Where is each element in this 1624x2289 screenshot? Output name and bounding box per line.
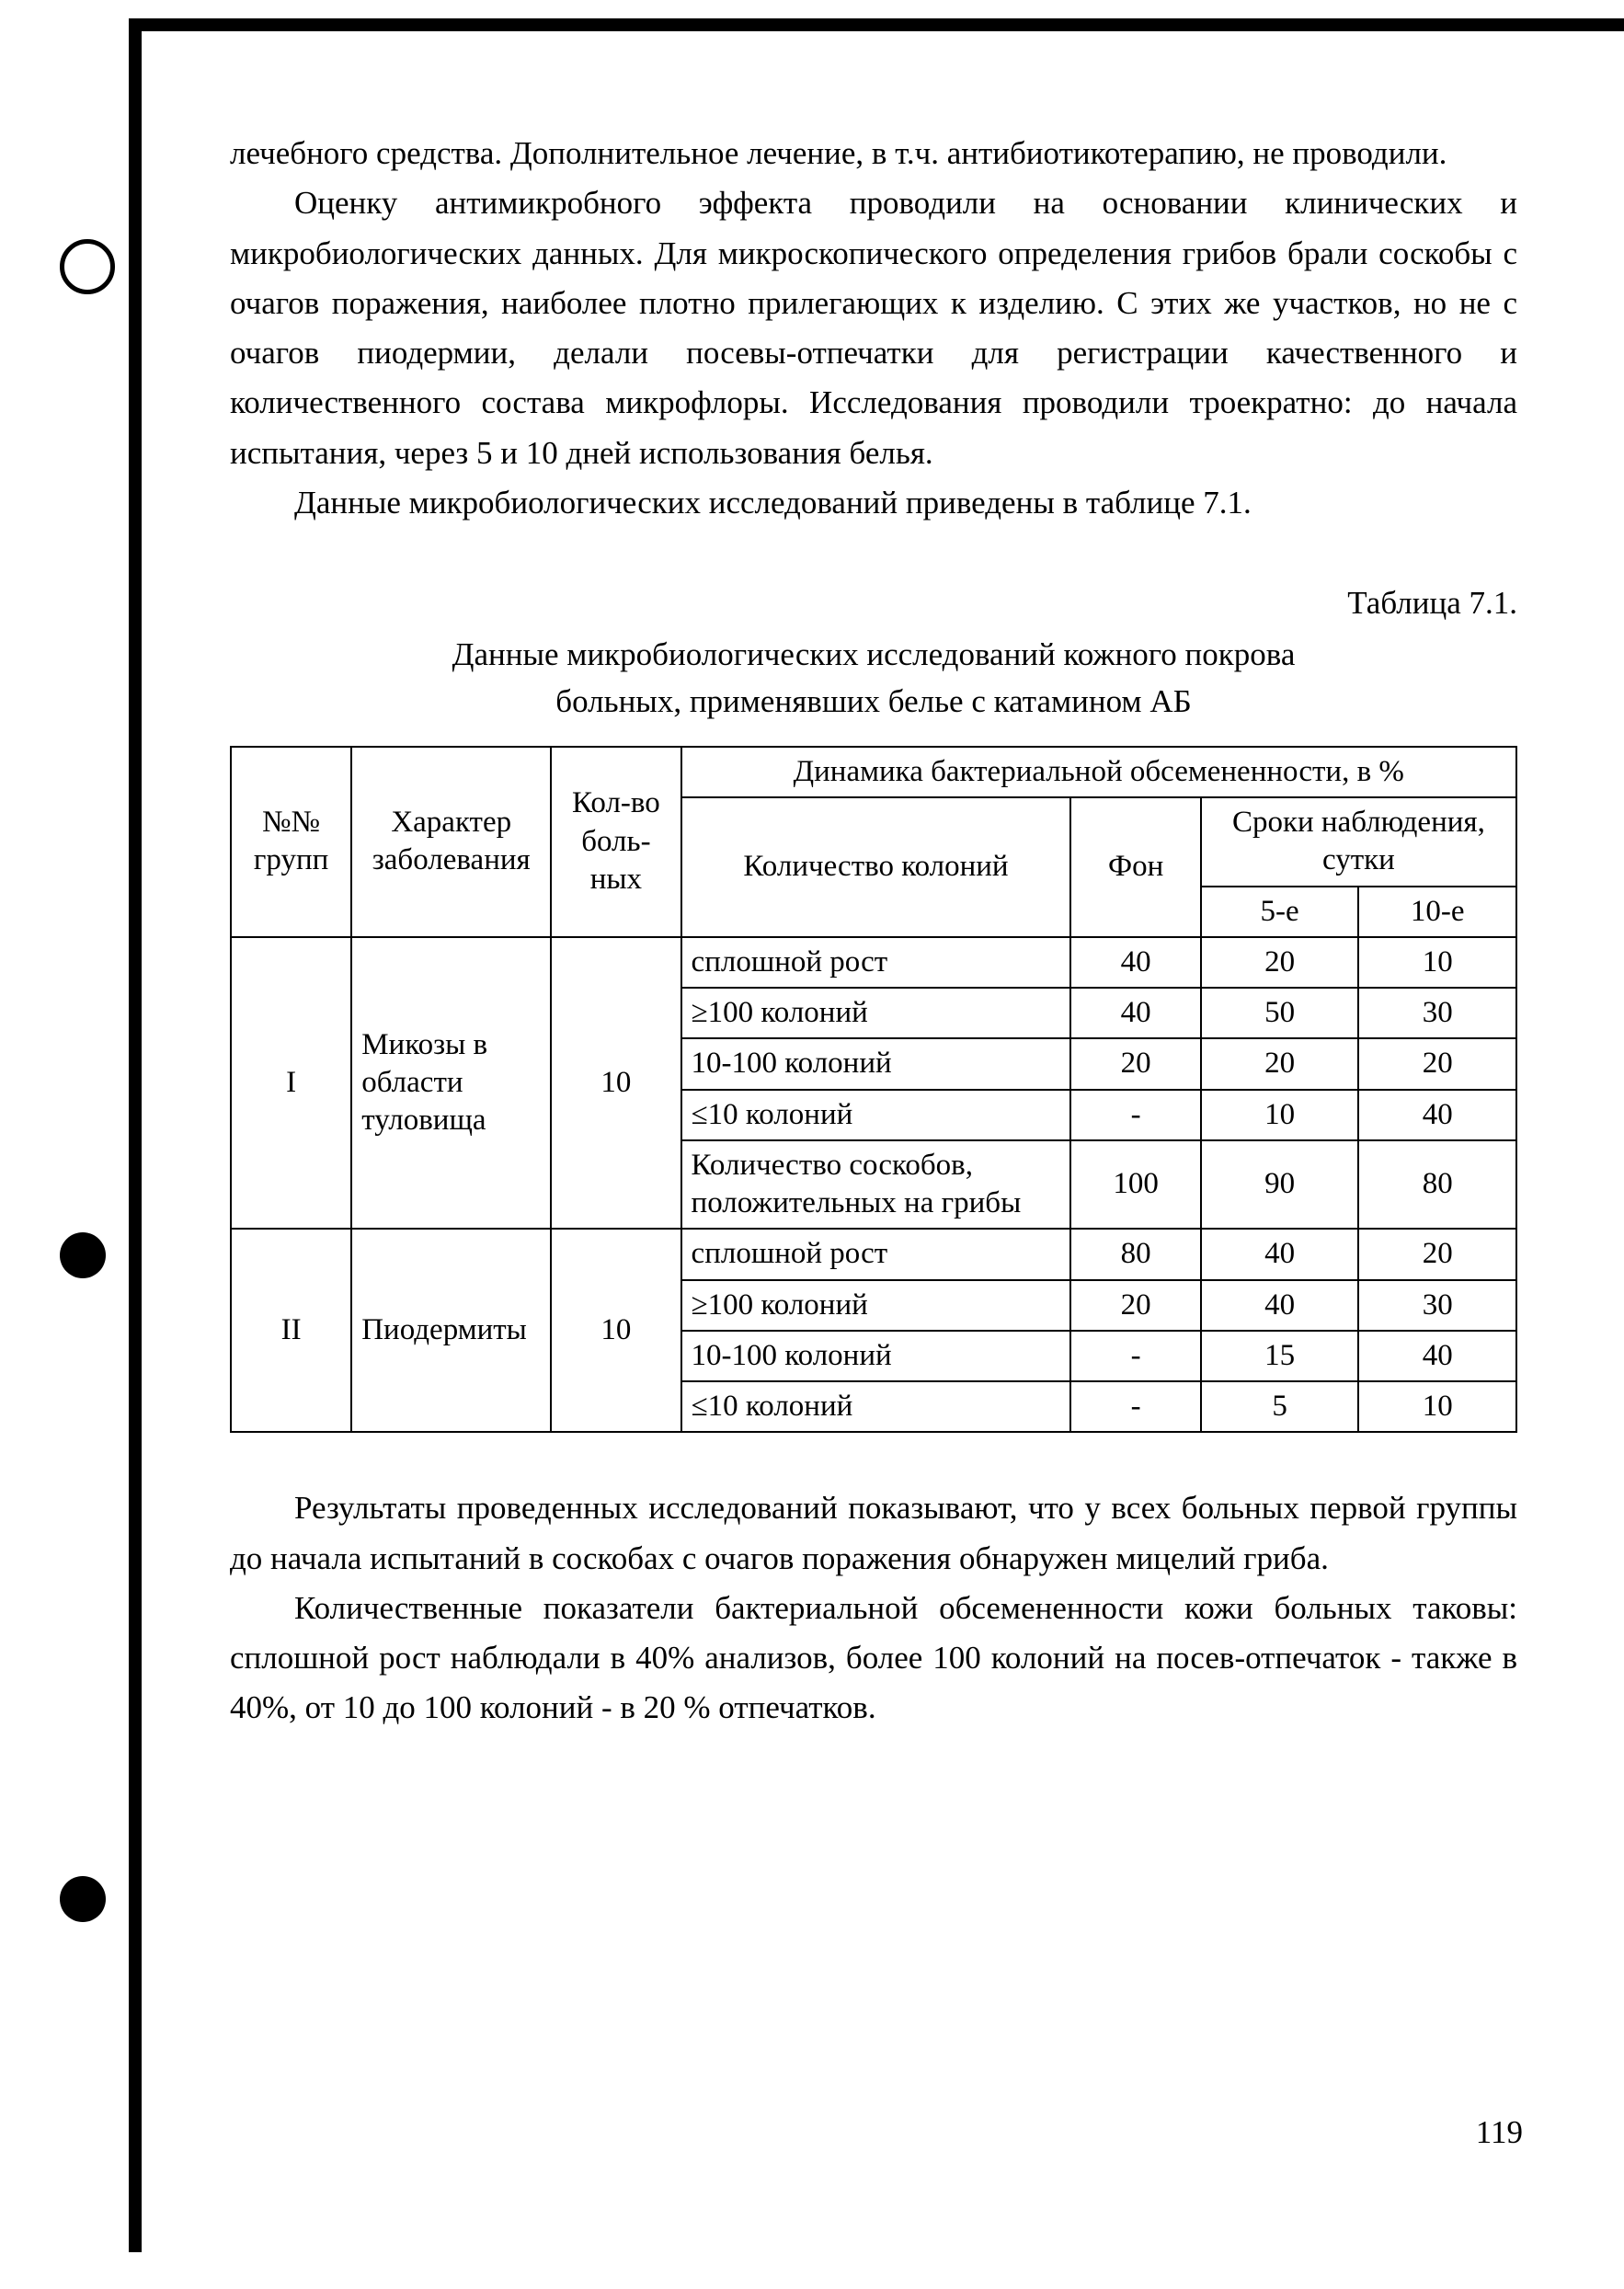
cell-value: - — [1070, 1331, 1200, 1381]
cell-label: Количество соскобов, положительных на гр… — [681, 1140, 1071, 1230]
cell-group-num: I — [231, 937, 351, 1230]
cell-label: ≥100 колоний — [681, 988, 1071, 1038]
cell-value: 5 — [1201, 1381, 1359, 1432]
cell-n: 10 — [551, 1229, 680, 1432]
cell-value: 90 — [1201, 1140, 1359, 1230]
col-header: Фон — [1070, 797, 1200, 937]
table-row: №№ групп Характер заболевания Кол-во бол… — [231, 747, 1516, 797]
punch-hole-icon — [60, 1876, 106, 1922]
cell-value: 20 — [1358, 1229, 1516, 1279]
cell-value: 100 — [1070, 1140, 1200, 1230]
body-text: Оценку антимикробного эффекта проводили … — [230, 185, 1517, 470]
cell-value: 40 — [1358, 1090, 1516, 1140]
cell-value: 20 — [1201, 937, 1359, 988]
col-header: 10-е — [1358, 887, 1516, 937]
cell-disease: Пиодермиты — [351, 1229, 551, 1432]
title-line: Данные микробиологических исследований к… — [452, 636, 1296, 672]
cell-value: 30 — [1358, 1280, 1516, 1331]
cell-label: сплошной рост — [681, 937, 1071, 988]
page-content: лечебного средства. Дополнительное лечен… — [230, 129, 1517, 1734]
cell-value: 80 — [1070, 1229, 1200, 1279]
cell-group-num: II — [231, 1229, 351, 1432]
cell-value: 10 — [1358, 937, 1516, 988]
body-text: лечебного средства. Дополнительное лечен… — [230, 135, 1447, 171]
page-number: 119 — [1476, 2114, 1523, 2151]
cell-value: 50 — [1201, 988, 1359, 1038]
cell-value: 30 — [1358, 988, 1516, 1038]
cell-value: 40 — [1358, 1331, 1516, 1381]
cell-value: 10 — [1358, 1381, 1516, 1432]
title-line: больных, применявших белье с катамином А… — [555, 683, 1191, 719]
col-header: Кол-во боль­ных — [551, 747, 680, 937]
body-text: Результаты проведенных исследований пока… — [230, 1490, 1517, 1575]
cell-label: ≤10 колоний — [681, 1090, 1071, 1140]
paragraph: Результаты проведенных исследований пока… — [230, 1483, 1517, 1584]
cell-value: 40 — [1070, 988, 1200, 1038]
table-row: II Пиодермиты 10 сплошной рост 80 40 20 — [231, 1229, 1516, 1279]
table-title: Данные микробиологических исследований к… — [230, 632, 1517, 726]
cell-value: 80 — [1358, 1140, 1516, 1230]
cell-value: 40 — [1201, 1280, 1359, 1331]
punch-hole-icon — [60, 239, 115, 294]
cell-value: - — [1070, 1090, 1200, 1140]
body-text: Данные микробиологических исследований п… — [294, 485, 1252, 521]
col-header: Количество колоний — [681, 797, 1071, 937]
punch-hole-icon — [60, 1232, 106, 1278]
col-header: Динамика бактериальной обсемененности, в… — [681, 747, 1516, 797]
body-text: Количественные показатели бактериальной … — [230, 1590, 1517, 1726]
cell-label: сплошной рост — [681, 1229, 1071, 1279]
cell-label: 10-100 колоний — [681, 1331, 1071, 1381]
cell-value: 10 — [1201, 1090, 1359, 1140]
cell-value: 40 — [1201, 1229, 1359, 1279]
cell-label: ≥100 колоний — [681, 1280, 1071, 1331]
cell-value: - — [1070, 1381, 1200, 1432]
paragraph: Оценку антимикробного эффекта проводили … — [230, 178, 1517, 478]
paragraph: Данные микробиологических исследований п… — [230, 478, 1517, 528]
col-header: Характер заболевания — [351, 747, 551, 937]
cell-value: 20 — [1201, 1038, 1359, 1089]
cell-label: ≤10 колоний — [681, 1381, 1071, 1432]
col-header: Сроки наблюдения, сутки — [1201, 797, 1516, 887]
frame-top-edge — [129, 18, 1624, 31]
cell-disease: Микозы в области туловища — [351, 937, 551, 1230]
col-header: №№ групп — [231, 747, 351, 937]
table-head: №№ групп Характер заболевания Кол-во бол… — [231, 747, 1516, 937]
table-row: I Микозы в области туловища 10 сплошной … — [231, 937, 1516, 988]
data-table: №№ групп Характер заболевания Кол-во бол… — [230, 746, 1517, 1434]
table-body: I Микозы в области туловища 10 сплошной … — [231, 937, 1516, 1433]
col-header: 5-е — [1201, 887, 1359, 937]
paragraph: Количественные показатели бактериальной … — [230, 1584, 1517, 1734]
frame-left-edge — [129, 18, 142, 2252]
cell-label: 10-100 колоний — [681, 1038, 1071, 1089]
cell-value: 40 — [1070, 937, 1200, 988]
paragraph: лечебного средства. Дополнительное лечен… — [230, 129, 1517, 178]
cell-value: 20 — [1070, 1038, 1200, 1089]
cell-value: 20 — [1070, 1280, 1200, 1331]
cell-n: 10 — [551, 937, 680, 1230]
table-label: Таблица 7.1. — [230, 578, 1517, 628]
cell-value: 20 — [1358, 1038, 1516, 1089]
cell-value: 15 — [1201, 1331, 1359, 1381]
scanned-page: лечебного средства. Дополнительное лечен… — [0, 0, 1624, 2289]
